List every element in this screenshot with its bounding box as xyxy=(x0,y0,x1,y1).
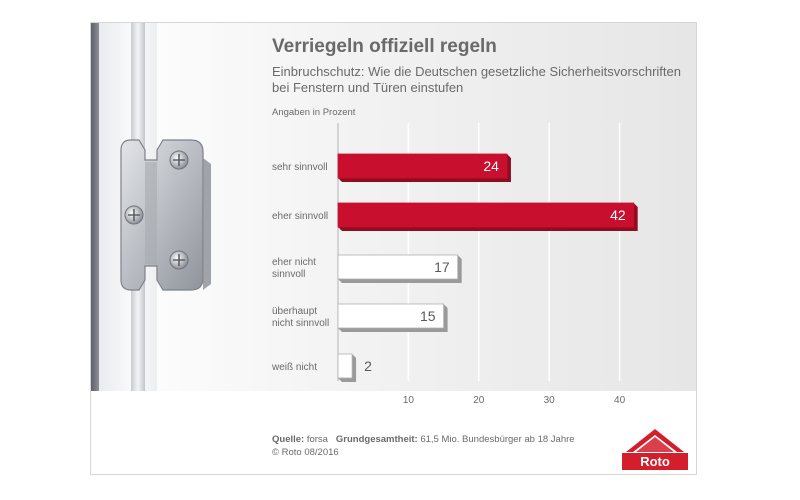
x-tick-label-30: 30 xyxy=(544,395,556,406)
category-label-3-1: nicht sinnvoll xyxy=(272,318,329,329)
category-label-3-0: überhaupt xyxy=(272,306,317,317)
chart-title: Verriegeln offiziell regeln xyxy=(272,36,497,57)
bar-4 xyxy=(337,353,353,379)
bar-depth-1 xyxy=(338,203,638,231)
x-tick-label-10: 10 xyxy=(403,395,415,406)
category-label-2-1: sinnvoll xyxy=(272,269,305,280)
bar-1 xyxy=(337,202,635,228)
logo-text: Roto xyxy=(640,454,670,469)
roto-roof-logo: Roto xyxy=(622,429,688,470)
source-label: Quelle: xyxy=(272,434,305,445)
copyright-text: © Roto 08/2016 xyxy=(272,447,339,458)
chart-subtitle-line2: bei Fenstern und Türen einstufen xyxy=(272,80,464,95)
x-tick-label-40: 40 xyxy=(614,395,626,406)
bar-value-label-3: 15 xyxy=(420,308,436,324)
source-value: forsa xyxy=(306,434,328,445)
window-frame-edge xyxy=(91,23,99,391)
category-label-0-0: sehr sinnvoll xyxy=(272,162,328,173)
bar-value-label-4: 2 xyxy=(364,358,372,374)
bar-depth-3 xyxy=(338,304,448,332)
unit-label: Angaben in Prozent xyxy=(272,107,356,118)
category-label-1-0: eher sinnvoll xyxy=(272,211,328,222)
bar-value-label-2: 17 xyxy=(434,259,450,275)
population-value: 61,5 Mio. Bundesbürger ab 18 Jahre xyxy=(420,434,575,445)
bar-value-label-0: 24 xyxy=(483,158,499,174)
bar-chart: 10 20 30 40 24 sehr sinnvoll 42 eher sinnvoll 17… xyxy=(271,123,638,406)
infographic-card: Verriegeln offiziell regeln Einbruchschu… xyxy=(90,22,697,475)
category-label-2-0: eher nicht xyxy=(272,257,316,268)
window-hinge-image xyxy=(120,139,211,291)
chart-subtitle-line1: Einbruchschutz: Wie die Deutschen gesetz… xyxy=(272,64,681,79)
x-tick-label-20: 20 xyxy=(473,395,485,406)
bar-3 xyxy=(337,303,444,329)
bar-depth-0 xyxy=(338,154,511,182)
bar-0 xyxy=(337,153,508,179)
population-label: Grundgesamtheit: xyxy=(335,434,418,445)
bar-value-label-1: 42 xyxy=(610,207,626,223)
bar-2 xyxy=(337,254,459,280)
source-line: Quelle: forsa Grundgesamtheit: 61,5 Mio.… xyxy=(272,433,575,446)
category-label-4-0: weiß nicht xyxy=(271,362,317,373)
bar-depth-2 xyxy=(338,255,462,283)
